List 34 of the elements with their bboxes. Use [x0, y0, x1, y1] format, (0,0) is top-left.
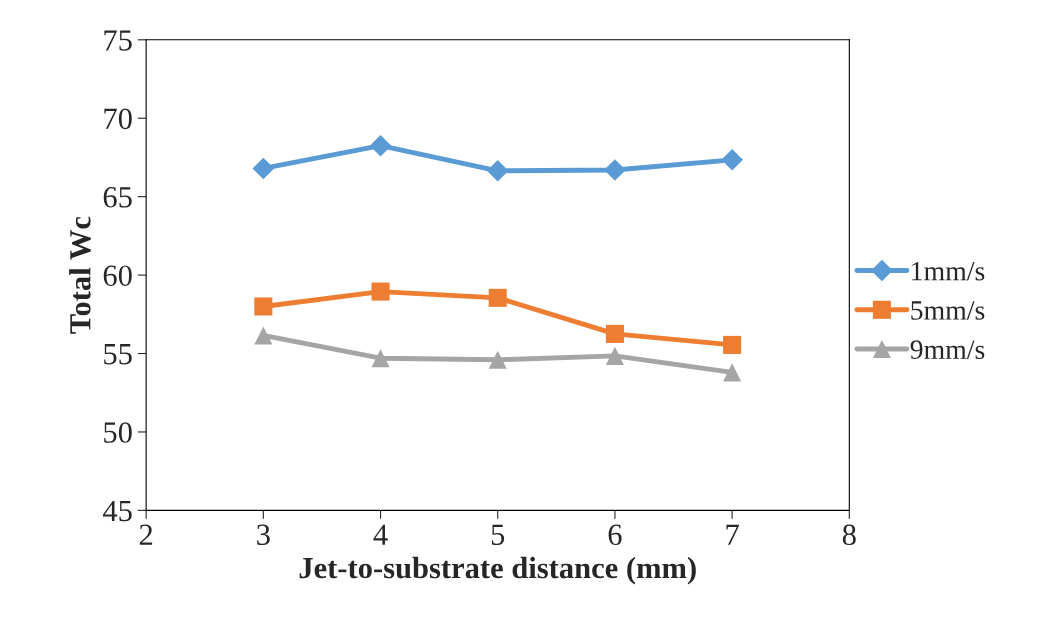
y-tick-label: 75: [104, 30, 132, 51]
point: [486, 159, 509, 182]
point: [604, 159, 626, 181]
point: [605, 346, 624, 365]
x-tick-label: 7: [726, 524, 739, 545]
point: [721, 149, 743, 171]
y-tick-label: 70: [104, 108, 132, 130]
y-tick-label: 60: [103, 265, 132, 286]
y-tick-label: 65: [103, 187, 132, 208]
point: [252, 157, 275, 180]
point: [254, 297, 273, 316]
x-tick-label: 2: [139, 524, 153, 545]
y-tick-label: 55: [104, 344, 132, 365]
x-tick-label: 8: [842, 524, 856, 546]
point: [723, 335, 742, 354]
x-tick-label: 5: [491, 524, 505, 546]
point: [488, 350, 507, 369]
point: [605, 324, 624, 343]
legend-label: 5mm/s: [911, 301, 985, 320]
point: [254, 326, 273, 345]
x-tick-label: 4: [373, 524, 388, 545]
point: [488, 288, 507, 307]
legend-label: 1mm/s: [912, 261, 985, 281]
x-axis-title: Jet-to-substrate distance (mm): [299, 556, 696, 585]
x-tick-label: 6: [608, 524, 622, 546]
x-tick-label: 3: [257, 524, 270, 546]
legend-label: 9mm/s: [910, 340, 985, 360]
y-axis-title: Total Wc: [69, 216, 91, 334]
point: [369, 134, 392, 157]
point: [723, 363, 742, 382]
point: [371, 282, 390, 301]
y-tick-label: 50: [104, 422, 132, 443]
point: [371, 349, 390, 368]
y-tick-label: 45: [102, 500, 132, 522]
